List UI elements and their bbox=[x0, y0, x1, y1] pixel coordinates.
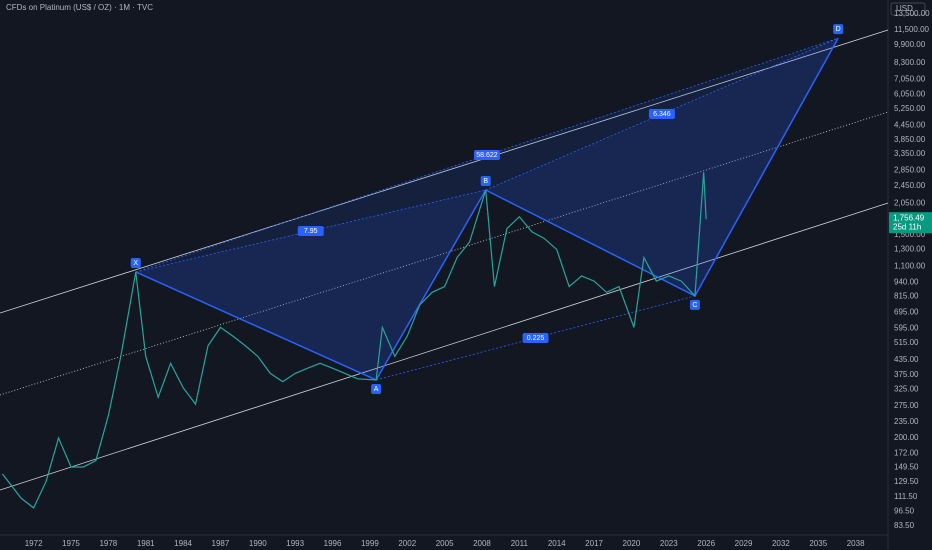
ratio-box bbox=[297, 225, 324, 236]
ratio-label: 7.95 bbox=[304, 228, 318, 235]
x-tick-label: 1999 bbox=[361, 539, 379, 548]
point-label: A bbox=[374, 386, 379, 393]
x-tick-label: 2020 bbox=[623, 539, 641, 548]
ratio-label: 58.622 bbox=[476, 152, 498, 159]
y-tick-label: 6,050.00 bbox=[894, 90, 926, 99]
last-price: 1,756.49 bbox=[893, 213, 925, 222]
y-tick-label: 275.00 bbox=[894, 401, 919, 410]
y-tick-label: 815.00 bbox=[894, 292, 919, 301]
x-tick-label: 1987 bbox=[212, 539, 230, 548]
y-tick-label: 9,900.00 bbox=[894, 40, 926, 49]
x-tick-label: 2002 bbox=[398, 539, 416, 548]
y-tick-label: 2,850.00 bbox=[894, 166, 926, 175]
channel-line bbox=[0, 29, 889, 314]
pattern-leg bbox=[485, 189, 696, 297]
x-tick-label: 2032 bbox=[772, 539, 790, 548]
x-tick-label: 2005 bbox=[436, 539, 454, 548]
x-tick-label: 2035 bbox=[809, 539, 827, 548]
y-tick-label: 325.00 bbox=[894, 384, 919, 393]
pattern-link bbox=[135, 37, 839, 273]
y-tick-label: 515.00 bbox=[894, 338, 919, 347]
y-tick-label: 1,500.00 bbox=[894, 230, 926, 239]
y-tick-label: 83.50 bbox=[894, 521, 915, 530]
pattern-leg bbox=[375, 189, 487, 381]
y-tick-label: 1,100.00 bbox=[894, 261, 926, 270]
x-tick-label: 1978 bbox=[99, 539, 117, 548]
x-tick-label: 1990 bbox=[249, 539, 267, 548]
y-tick-label: 149.50 bbox=[894, 462, 919, 471]
y-tick-label: 2,050.00 bbox=[894, 199, 926, 208]
x-tick-label: 2014 bbox=[548, 539, 566, 548]
y-tick-label: 11,500.00 bbox=[894, 25, 930, 34]
y-tick-label: 3,350.00 bbox=[894, 149, 926, 158]
y-tick-label: 235.00 bbox=[894, 417, 919, 426]
x-tick-label: 2023 bbox=[660, 539, 678, 548]
x-tick-label: 2026 bbox=[697, 539, 715, 548]
ratio-label: 0.225 bbox=[527, 335, 545, 342]
y-tick-label: 7,050.00 bbox=[894, 74, 926, 83]
point-box bbox=[689, 299, 700, 310]
y-tick-label: 172.00 bbox=[894, 448, 919, 457]
channel-line bbox=[0, 202, 889, 491]
y-tick-label: 695.00 bbox=[894, 308, 919, 317]
pattern-leg bbox=[694, 37, 839, 297]
currency-box[interactable] bbox=[890, 2, 926, 16]
point-label: B bbox=[483, 178, 488, 185]
y-tick-label: 8,300.00 bbox=[894, 58, 926, 67]
x-tick-label: 1981 bbox=[137, 539, 155, 548]
point-label: D bbox=[836, 26, 841, 33]
y-tick-label: 595.00 bbox=[894, 323, 919, 332]
point-label: X bbox=[133, 260, 138, 267]
x-tick-label: 1975 bbox=[62, 539, 80, 548]
x-tick-label: 2011 bbox=[511, 539, 529, 548]
x-tick-label: 2038 bbox=[847, 539, 865, 548]
y-tick-label: 3,850.00 bbox=[894, 135, 926, 144]
y-tick-label: 2,450.00 bbox=[894, 181, 926, 190]
chart-title: CFDs on Platinum (US$ / OZ) · 1M · TVC bbox=[6, 3, 153, 12]
x-tick-label: 2017 bbox=[585, 539, 603, 548]
ratio-box bbox=[522, 332, 549, 343]
currency: USD bbox=[896, 4, 913, 13]
point-label: C bbox=[692, 302, 697, 309]
pattern-leg bbox=[135, 271, 377, 381]
x-tick-label: 1993 bbox=[286, 539, 304, 548]
y-tick-label: 375.00 bbox=[894, 370, 919, 379]
price-line bbox=[2, 172, 707, 509]
last-price-box bbox=[889, 212, 932, 234]
x-tick-label: 2029 bbox=[735, 539, 753, 548]
pattern-fill bbox=[135, 38, 839, 272]
y-tick-label: 111.50 bbox=[894, 492, 918, 501]
y-tick-label: 435.00 bbox=[894, 355, 919, 364]
countdown: 25d 11h bbox=[893, 222, 921, 231]
y-tick-label: 5,250.00 bbox=[894, 104, 926, 113]
ratio-label: 6.346 bbox=[653, 111, 671, 118]
y-tick-label: 96.50 bbox=[894, 507, 915, 516]
y-tick-label: 1,300.00 bbox=[894, 245, 926, 254]
x-tick-label: 1996 bbox=[324, 539, 342, 548]
ratio-box bbox=[473, 150, 500, 161]
ratio-box bbox=[648, 109, 675, 120]
y-tick-label: 4,450.00 bbox=[894, 121, 926, 130]
point-box bbox=[371, 383, 382, 394]
point-box bbox=[130, 257, 141, 268]
y-tick-label: 200.00 bbox=[894, 433, 919, 442]
y-tick-label: 940.00 bbox=[894, 277, 919, 286]
pattern-fill bbox=[135, 190, 486, 380]
point-box bbox=[480, 176, 491, 187]
x-tick-label: 1972 bbox=[25, 539, 43, 548]
y-tick-label: 129.50 bbox=[894, 477, 919, 486]
x-tick-label: 2008 bbox=[473, 539, 491, 548]
x-tick-label: 1984 bbox=[174, 539, 192, 548]
y-tick-label: 13,500.00 bbox=[894, 9, 930, 18]
pattern-fill bbox=[485, 38, 839, 296]
point-box bbox=[833, 24, 844, 35]
